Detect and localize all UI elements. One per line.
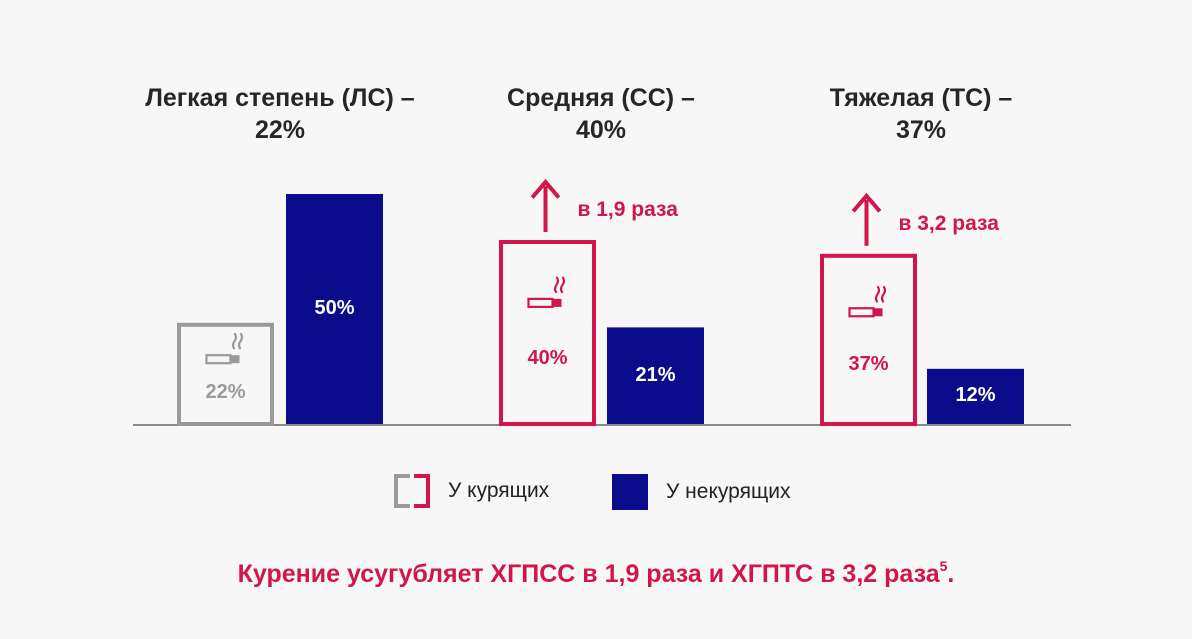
group-title-line1-0: Легкая степень (ЛС) – bbox=[145, 84, 415, 112]
footer-text: Курение усугубляет ХГПСС в 1,9 раза и ХГ… bbox=[237, 560, 940, 588]
footer-note: Курение усугубляет ХГПСС в 1,9 раза и ХГ… bbox=[0, 558, 1192, 589]
group-title-line2-1: 40% bbox=[575, 116, 627, 144]
group-title-line2-2: 37% bbox=[895, 116, 947, 144]
legend-swatch-nonsmokers bbox=[612, 474, 648, 510]
increase-annotation-2: в 3,2 раза bbox=[898, 211, 999, 235]
footer-suffix: . bbox=[947, 560, 955, 588]
smokers-value-label-0: 22% bbox=[205, 381, 246, 404]
legend-swatch-smokers bbox=[394, 474, 430, 508]
smokers-value-label-2: 37% bbox=[848, 352, 889, 375]
nonsmokers-value-label-1: 21% bbox=[635, 363, 676, 386]
footer-superscript: 5 bbox=[939, 558, 948, 574]
cigarette-icon bbox=[205, 332, 244, 365]
legend-item-nonsmokers: У некурящих bbox=[612, 474, 790, 510]
increase-arrow-icon bbox=[851, 192, 882, 213]
nonsmokers-value-label-2: 12% bbox=[955, 384, 996, 407]
smokers-bar-1 bbox=[499, 240, 596, 426]
cigarette-icon bbox=[527, 276, 566, 308]
nonsmokers-value-label-0: 50% bbox=[314, 297, 355, 319]
increase-annotation-1: в 1,9 раза bbox=[577, 198, 678, 221]
smokers-bar-0 bbox=[177, 322, 274, 426]
nonsmokers-bar-0 bbox=[286, 194, 383, 424]
smokers-value-label-1: 40% bbox=[527, 346, 568, 369]
nonsmokers-bar-2 bbox=[927, 368, 1024, 424]
cigarette-icon bbox=[848, 285, 887, 318]
group-title-line1-1: Средняя (СС) – bbox=[507, 84, 695, 112]
legend-label-smokers: У курящих bbox=[448, 479, 550, 502]
legend-item-smokers: У курящих bbox=[394, 474, 549, 508]
nonsmokers-bar-1 bbox=[607, 327, 704, 424]
increase-arrow-icon bbox=[530, 178, 561, 199]
group-title-line1-2: Тяжелая (ТС) – bbox=[829, 84, 1013, 112]
legend-label-nonsmokers: У некурящих bbox=[666, 480, 791, 503]
smokers-bar-2 bbox=[820, 253, 917, 426]
group-title-line2-0: 22% bbox=[254, 116, 306, 144]
